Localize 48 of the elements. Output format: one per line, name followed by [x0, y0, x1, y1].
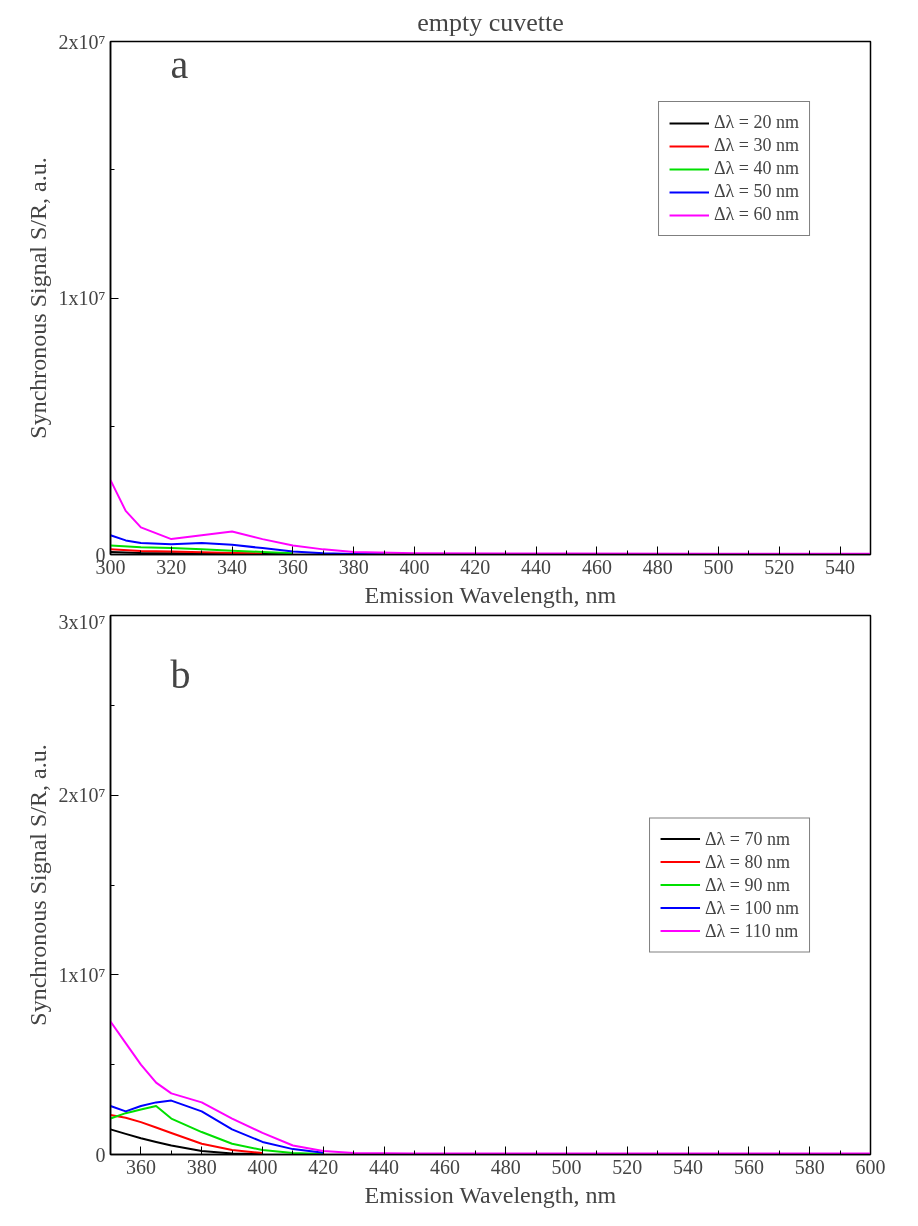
x-tick-label: 560	[733, 1155, 764, 1178]
x-tick-label: 440	[521, 555, 552, 578]
x-tick-label: 540	[825, 555, 856, 578]
legend-label: Δλ = 90 nm	[705, 874, 790, 895]
y-tick-label: 3x10⁷	[58, 610, 106, 633]
chart-title: empty cuvette	[417, 7, 564, 37]
y-tick-label: 0	[95, 1143, 106, 1166]
legend-label: Δλ = 80 nm	[705, 851, 790, 872]
x-tick-label: 580	[794, 1155, 825, 1178]
x-tick-label: 400	[399, 555, 430, 578]
x-tick-label: 360	[277, 555, 308, 578]
x-tick-label: 380	[338, 555, 369, 578]
legend-label: Δλ = 30 nm	[714, 135, 799, 156]
legend-label: Δλ = 100 nm	[705, 897, 799, 918]
legend-label: Δλ = 40 nm	[714, 158, 799, 179]
legend-label: Δλ = 20 nm	[714, 112, 799, 133]
x-tick-label: 420	[308, 1155, 339, 1178]
legend-label: Δλ = 50 nm	[714, 181, 799, 202]
x-tick-label: 460	[429, 1155, 460, 1178]
y-tick-label: 2x10⁷	[58, 784, 106, 807]
x-tick-label: 380	[186, 1155, 217, 1178]
x-tick-label: 600	[855, 1155, 886, 1178]
x-tick-label: 480	[642, 555, 673, 578]
x-axis-title: Emission Wavelength, nm	[364, 1181, 617, 1208]
y-tick-label: 1x10⁷	[58, 287, 106, 309]
x-tick-label: 420	[460, 555, 491, 578]
x-tick-label: 500	[551, 1155, 582, 1178]
legend-label: Δλ = 70 nm	[705, 828, 790, 849]
legend-label: Δλ = 110 nm	[705, 920, 799, 941]
x-tick-label: 360	[125, 1155, 156, 1178]
x-tick-label: 540	[673, 1155, 704, 1178]
y-axis-title: Synchronous Signal S/R, a.u.	[24, 157, 51, 439]
x-tick-label: 500	[703, 555, 734, 578]
x-tick-label: 400	[247, 1155, 278, 1178]
x-tick-label: 440	[369, 1155, 400, 1178]
x-tick-label: 460	[581, 555, 612, 578]
x-tick-label: 340	[217, 555, 248, 578]
y-tick-label: 2x10⁷	[58, 30, 106, 53]
x-tick-label: 520	[612, 1155, 643, 1178]
y-axis-title: Synchronous Signal S/R, a.u.	[24, 744, 51, 1026]
y-tick-label: 1x10⁷	[58, 963, 106, 986]
x-tick-label: 480	[490, 1155, 521, 1178]
legend-label: Δλ = 60 nm	[714, 204, 799, 225]
x-axis-title: Emission Wavelength, nm	[364, 581, 617, 608]
x-tick-label: 320	[156, 555, 187, 578]
annotation: a	[170, 42, 189, 87]
annotation: b	[170, 652, 191, 697]
x-tick-label: 520	[764, 555, 795, 578]
